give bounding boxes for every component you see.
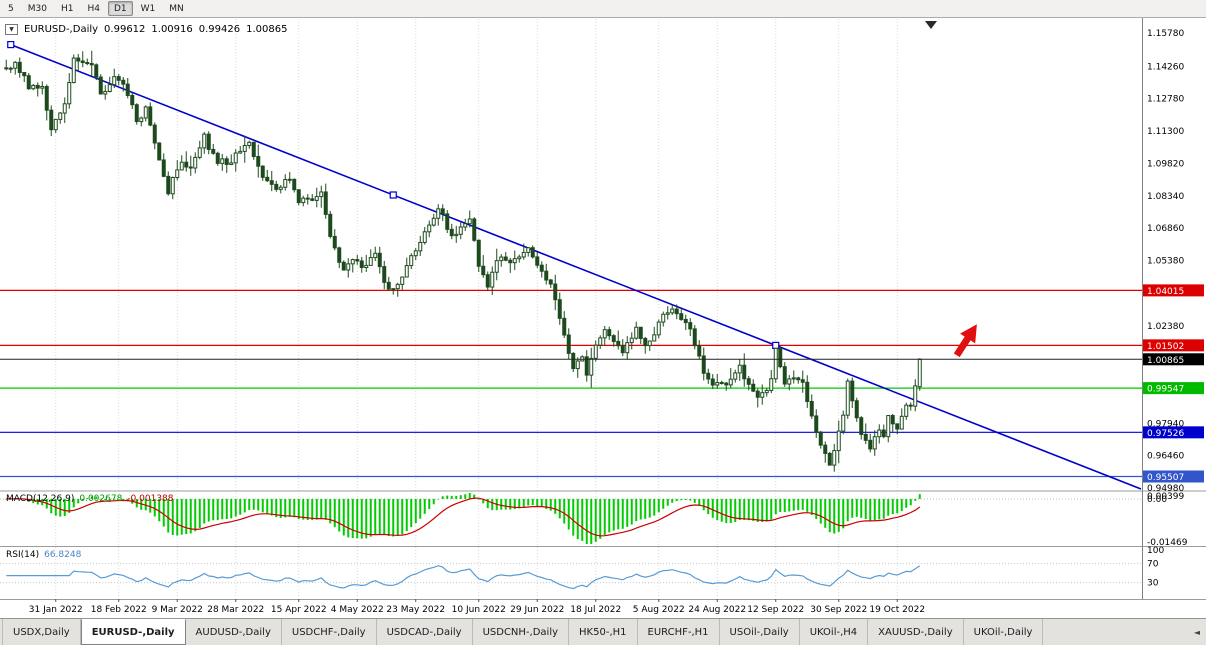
svg-text:18 Jul 2022: 18 Jul 2022	[570, 605, 621, 615]
svg-text:70: 70	[1147, 559, 1159, 569]
svg-text:12 Sep 2022: 12 Sep 2022	[747, 605, 804, 615]
pane-separators	[0, 490, 1206, 600]
quote-open: 0.99612	[104, 24, 146, 35]
macd-value-signal: -0.001388	[127, 494, 174, 504]
rsi-label: RSI(14) 66.8248	[6, 550, 81, 560]
rsi-line	[6, 565, 921, 590]
svg-text:0.99547: 0.99547	[1147, 385, 1184, 395]
macd-label: MACD(12,26,9) 0.002678 -0.001388	[6, 494, 174, 504]
price-badge-1.04015	[1143, 284, 1204, 297]
vertical-gridlines	[55, 19, 898, 597]
trendline-object[interactable]	[7, 40, 1142, 490]
svg-text:9 Mar 2022: 9 Mar 2022	[152, 605, 203, 615]
svg-text:0.00399: 0.00399	[1147, 492, 1184, 502]
svg-text:29 Jun 2022: 29 Jun 2022	[510, 605, 564, 615]
svg-text:24 Aug 2022: 24 Aug 2022	[688, 605, 746, 615]
quote-close: 1.00865	[246, 24, 288, 35]
price-badge-1.01502	[1143, 339, 1204, 352]
quote-bar: ▼ EURUSD-,Daily 0.99612 1.00916 0.99426 …	[5, 24, 287, 35]
chart-canvas[interactable]: 1.15780 1.14260 1.12780 1.11300 1.09820 1.083…	[0, 0, 1206, 618]
tab-usoil-daily[interactable]: USOil-,Daily	[720, 619, 800, 645]
tab-audusd-daily[interactable]: AUDUSD-,Daily	[186, 619, 282, 645]
svg-text:28 Mar 2022: 28 Mar 2022	[207, 605, 264, 615]
price-axis-labels: 1.15780 1.14260 1.12780 1.11300 1.09820 1.083…	[1147, 29, 1188, 589]
tab-eurusd-daily[interactable]: EURUSD-,Daily	[80, 619, 186, 645]
rsi-name: RSI(14)	[6, 550, 40, 560]
timeframe-toolbar: 5 M30 H1 H4 D1 W1 MN	[0, 0, 1206, 18]
chart-shift-marker[interactable]	[925, 21, 937, 29]
svg-text:5 Aug 2022: 5 Aug 2022	[633, 605, 685, 615]
trendline-handle	[7, 40, 15, 49]
macd-name: MACD(12,26,9)	[6, 494, 75, 504]
timeframe-button-h4[interactable]: H4	[87, 4, 100, 14]
svg-text:0.96460: 0.96460	[1147, 452, 1184, 462]
tab-eurchf-h1[interactable]: EURCHF-,H1	[638, 619, 720, 645]
svg-text:1.06860: 1.06860	[1147, 224, 1184, 234]
svg-text:1.15780: 1.15780	[1147, 29, 1184, 39]
price-badge-0.97526	[1143, 426, 1204, 439]
macd-value-main: 0.002678	[79, 494, 123, 504]
timeframe-button-m30[interactable]: M30	[27, 4, 47, 14]
tab-ukoil-daily[interactable]: UKOil-,Daily	[964, 619, 1044, 645]
svg-text:1.12780: 1.12780	[1147, 95, 1184, 105]
time-axis: 31 Jan 2022 18 Feb 2022 9 Mar 2022 28 Mar 2…	[29, 599, 925, 615]
svg-text:100: 100	[1147, 546, 1164, 556]
svg-text:19 Oct 2022: 19 Oct 2022	[869, 605, 925, 615]
tab-xauusd-daily[interactable]: XAUUSD-,Daily	[868, 619, 964, 645]
svg-text:1.05380: 1.05380	[1147, 257, 1184, 267]
price-badge-0.99547	[1143, 382, 1204, 395]
svg-text:1.08340: 1.08340	[1147, 192, 1184, 202]
timeframe-button-mn[interactable]: MN	[169, 4, 184, 14]
svg-text:15 Apr 2022: 15 Apr 2022	[271, 605, 327, 615]
tab-usdcad-daily[interactable]: USDCAD-,Daily	[377, 619, 473, 645]
candlestick-series	[4, 50, 922, 472]
svg-text:31 Jan 2022: 31 Jan 2022	[29, 605, 83, 615]
tab-hk50-h1[interactable]: HK50-,H1	[569, 619, 638, 645]
svg-text:1.01502: 1.01502	[1147, 342, 1184, 352]
svg-text:18 Feb 2022: 18 Feb 2022	[91, 605, 147, 615]
svg-text:0.95507: 0.95507	[1147, 473, 1184, 483]
chart-symbol-label: EURUSD-,Daily	[24, 24, 99, 35]
trendline-handle	[389, 191, 397, 199]
svg-text:1.09820: 1.09820	[1147, 159, 1184, 169]
timeframe-button-5[interactable]: 5	[8, 4, 14, 14]
price-level-badges: 1.04015 1.01502 0.99547 0.97526 0.95507 1.008…	[1143, 284, 1204, 483]
svg-text:0.97526: 0.97526	[1147, 429, 1184, 439]
svg-text:-0.01469: -0.01469	[1147, 538, 1188, 548]
svg-text:1.11300: 1.11300	[1147, 127, 1184, 137]
chevron-down-icon[interactable]: ▼	[5, 24, 18, 35]
quote-low: 0.99426	[198, 24, 241, 35]
arrow-annotation[interactable]	[949, 319, 984, 360]
timeframe-button-w1[interactable]: W1	[140, 4, 156, 14]
svg-text:0.94980: 0.94980	[1147, 484, 1184, 494]
macd-signal-line	[6, 497, 921, 537]
svg-text:1.04015: 1.04015	[1147, 287, 1184, 297]
tab-usdchf-daily[interactable]: USDCHF-,Daily	[282, 619, 377, 645]
svg-text:4 May 2022: 4 May 2022	[331, 605, 384, 615]
svg-text:30 Sep 2022: 30 Sep 2022	[810, 605, 867, 615]
timeframe-button-d1[interactable]: D1	[107, 1, 133, 16]
rsi-value: 66.8248	[44, 550, 82, 560]
svg-text:1.14260: 1.14260	[1147, 62, 1184, 72]
price-badge-0.95507	[1143, 470, 1204, 483]
tab-scroll-icon[interactable]: ◄	[1193, 627, 1200, 637]
svg-text:1.02380: 1.02380	[1147, 322, 1184, 332]
macd-histogram	[5, 493, 921, 544]
svg-text:30: 30	[1147, 579, 1159, 589]
price-badge-1.00865	[1143, 353, 1204, 366]
tab-usdcnh-daily[interactable]: USDCNH-,Daily	[473, 619, 570, 645]
svg-text:0.97940: 0.97940	[1147, 419, 1184, 429]
timeframe-button-h1[interactable]: H1	[60, 4, 74, 14]
svg-text:23 May 2022: 23 May 2022	[386, 605, 445, 615]
tab-usdx-daily[interactable]: USDX,Daily	[2, 619, 81, 645]
svg-text:1.00865: 1.00865	[1147, 356, 1184, 366]
svg-text:10 Jun 2022: 10 Jun 2022	[452, 605, 506, 615]
quote-high: 1.00916	[151, 24, 193, 35]
trendline-handle	[772, 341, 780, 349]
symbol-tab-bar: USDX,Daily EURUSD-,Daily AUDUSD-,Daily USDC…	[0, 618, 1206, 645]
tab-ukoil-h4[interactable]: UKOil-,H4	[800, 619, 869, 645]
svg-text:0.00: 0.00	[1147, 495, 1167, 505]
